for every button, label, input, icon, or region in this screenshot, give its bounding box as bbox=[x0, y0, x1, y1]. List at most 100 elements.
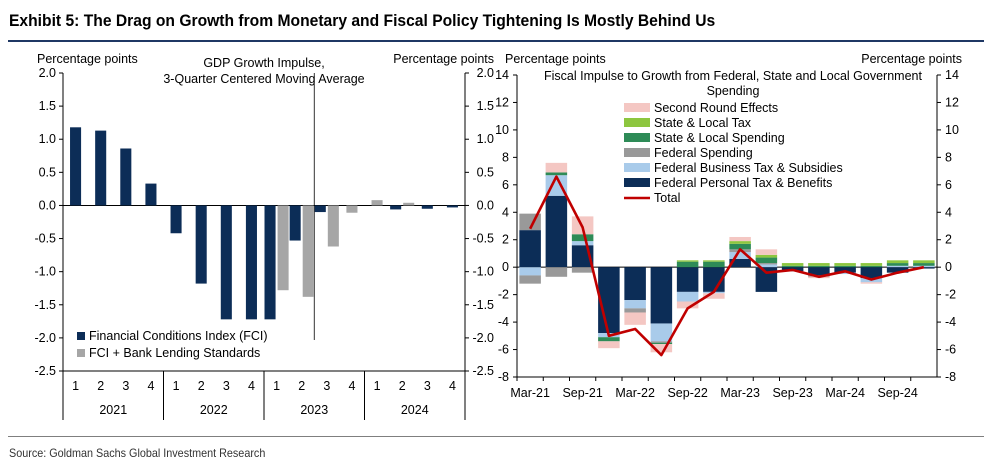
legend-label: Federal Business Tax & Subsidies bbox=[654, 161, 843, 175]
quarter-label: 2 bbox=[198, 379, 205, 393]
stack-segment bbox=[781, 265, 804, 268]
title-rule bbox=[8, 40, 984, 42]
left-axis-label: Percentage points bbox=[505, 52, 606, 66]
stack-segment bbox=[913, 263, 935, 266]
fci-bar bbox=[70, 127, 82, 206]
stack-segment bbox=[703, 261, 725, 268]
stack-segment bbox=[676, 291, 699, 302]
y-tick-label-right: 14 bbox=[945, 68, 959, 82]
stack-segment bbox=[886, 267, 909, 273]
stack-segment bbox=[624, 312, 646, 325]
y-tick-label-left: -4 bbox=[498, 315, 509, 329]
y-tick-label-right: 0.5 bbox=[477, 165, 494, 179]
stack-segment bbox=[781, 267, 804, 272]
stack-segment bbox=[860, 263, 883, 266]
y-tick-label-left: 1.5 bbox=[39, 99, 56, 113]
stack-segment bbox=[755, 263, 778, 265]
stack-segment bbox=[703, 293, 725, 299]
stack-segment bbox=[650, 341, 673, 343]
stack-segment bbox=[808, 276, 830, 279]
legend-label: State & Local Spending bbox=[654, 131, 785, 145]
fci-bar bbox=[220, 205, 232, 320]
fci-bar bbox=[264, 205, 276, 320]
stack-segment bbox=[545, 195, 568, 268]
fci-bank-bar bbox=[302, 205, 314, 297]
stack-segment bbox=[571, 245, 594, 268]
stack-segment bbox=[834, 263, 856, 266]
quarter-label: 2 bbox=[97, 379, 104, 393]
quarter-label: 3 bbox=[424, 379, 431, 393]
fci-bar bbox=[170, 205, 182, 234]
stack-segment bbox=[519, 267, 541, 276]
quarter-label: 1 bbox=[173, 379, 180, 393]
x-tick-label: Mar-24 bbox=[825, 386, 865, 400]
stack-segment bbox=[545, 175, 568, 196]
fci-bar bbox=[314, 205, 326, 213]
stack-segment bbox=[571, 216, 594, 235]
y-tick-label-right: 2.0 bbox=[477, 66, 494, 80]
chart-title: GDP Growth Impulse, bbox=[203, 56, 324, 70]
quarter-label: 2 bbox=[399, 379, 406, 393]
fci-bar bbox=[245, 205, 257, 320]
x-tick-label: Mar-21 bbox=[510, 386, 550, 400]
quarter-label: 3 bbox=[122, 379, 129, 393]
x-tick-label: Mar-23 bbox=[720, 386, 760, 400]
y-tick-label-left: 10 bbox=[495, 123, 509, 137]
y-tick-label-left: 12 bbox=[495, 95, 509, 109]
stack-segment bbox=[913, 265, 935, 268]
year-label: 2022 bbox=[200, 403, 228, 417]
y-tick-label-right: -6 bbox=[945, 343, 956, 357]
stack-segment bbox=[676, 260, 699, 262]
stack-segment bbox=[755, 264, 778, 268]
legend-swatch bbox=[624, 118, 650, 127]
y-tick-label-left: 2.0 bbox=[39, 66, 56, 80]
year-label: 2023 bbox=[300, 403, 328, 417]
x-tick-label: Sep-24 bbox=[877, 386, 917, 400]
right-axis-label: Percentage points bbox=[861, 52, 962, 66]
total-line bbox=[528, 175, 925, 357]
fci-bank-bar bbox=[346, 205, 358, 213]
y-tick-label-left: 4 bbox=[502, 205, 509, 219]
y-tick-label-left: 0 bbox=[502, 260, 509, 274]
legend-swatch bbox=[624, 103, 650, 112]
y-tick-label-left: -8 bbox=[498, 370, 509, 384]
stack-segment bbox=[650, 267, 673, 324]
y-tick-label-left: -1.5 bbox=[34, 298, 56, 312]
y-tick-label-left: 1.0 bbox=[39, 132, 56, 146]
fci-bar bbox=[120, 148, 132, 206]
y-tick-label-right: -4 bbox=[945, 315, 956, 329]
quarter-label: 1 bbox=[374, 379, 381, 393]
stack-segment bbox=[834, 267, 856, 273]
stack-segment bbox=[676, 267, 699, 292]
fci-bar bbox=[289, 205, 301, 241]
stack-segment bbox=[624, 308, 646, 313]
stack-segment bbox=[571, 267, 594, 273]
x-tick-label: Sep-23 bbox=[772, 386, 812, 400]
legend-swatch bbox=[624, 133, 650, 142]
chart-title: 3-Quarter Centered Moving Average bbox=[163, 72, 364, 86]
fci-bar bbox=[390, 205, 402, 210]
y-tick-label-right: 0.0 bbox=[477, 198, 494, 212]
stack-segment bbox=[545, 267, 568, 277]
stack-segment bbox=[860, 265, 883, 268]
legend-label: Financial Conditions Index (FCI) bbox=[89, 329, 268, 343]
y-tick-label-right: 1.0 bbox=[477, 132, 494, 146]
y-tick-label-left: 6 bbox=[502, 178, 509, 192]
y-tick-label-right: 2 bbox=[945, 233, 952, 247]
y-tick-label-left: 14 bbox=[495, 68, 509, 82]
stack-segment bbox=[703, 260, 725, 262]
stack-segment bbox=[834, 272, 856, 275]
stack-segment bbox=[755, 267, 778, 292]
stack-segment bbox=[913, 260, 935, 264]
fci-bank-bar bbox=[277, 205, 289, 291]
chart-title: Spending bbox=[707, 84, 760, 98]
stack-segment bbox=[860, 278, 883, 283]
stack-segment bbox=[571, 241, 594, 246]
stack-segment bbox=[519, 275, 541, 284]
y-tick-label-right: 4 bbox=[945, 205, 952, 219]
fci-bar bbox=[195, 205, 207, 284]
left-axis-label: Percentage points bbox=[37, 52, 138, 66]
stack-segment bbox=[650, 344, 673, 353]
y-tick-label-right: -2.5 bbox=[472, 364, 494, 378]
